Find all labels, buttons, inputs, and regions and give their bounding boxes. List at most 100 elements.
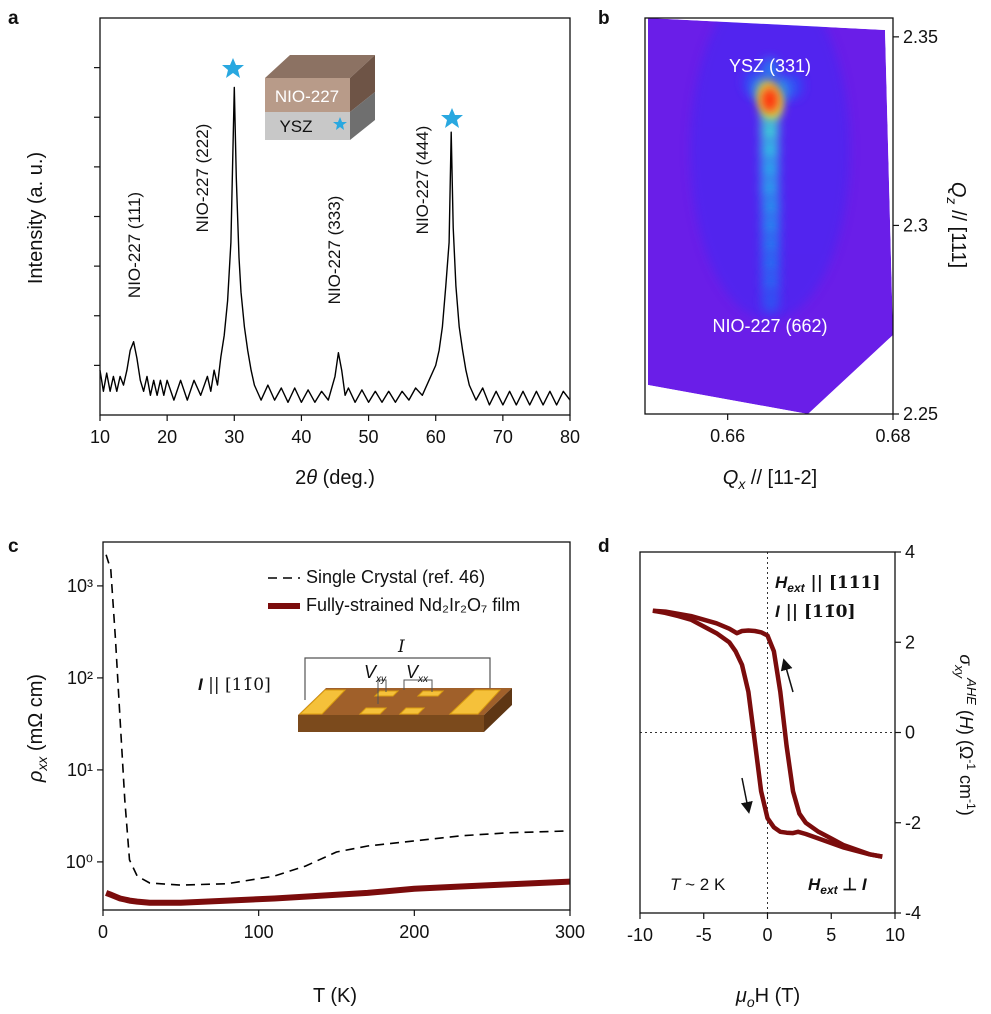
x-tick-label: 30: [224, 427, 244, 447]
annotation: Hext || [111]: [775, 573, 880, 595]
heatmap-spot: [761, 287, 780, 314]
heatmap-spot: [761, 193, 780, 220]
label-part: I: [862, 875, 868, 894]
x-axis-label: Qx // [11-2]: [723, 467, 817, 492]
heatmap-spot: [761, 250, 780, 277]
data-line: [652, 608, 883, 859]
label-part: I: [198, 675, 204, 694]
label-part: || [111]: [805, 573, 881, 593]
y-tick-label: 10⁰: [66, 852, 93, 872]
label-part: -1: [964, 799, 978, 810]
label-part: θ: [306, 467, 317, 489]
label-part: H: [808, 875, 821, 894]
star-marker: [222, 58, 244, 78]
label-part: (: [956, 705, 976, 716]
sweep-arrow: [780, 658, 794, 693]
plot-b: YSZ (331) NIO-227 (662) 0.66 0.682.25 2.3 2.3…: [644, 17, 938, 446]
heatmap-spot: [760, 174, 779, 201]
label-part: z: [944, 196, 960, 204]
label-part: // [11-2]: [745, 467, 817, 489]
heatmap-spot: [760, 57, 779, 84]
annotation: YSZ (331): [729, 56, 811, 76]
star-marker: [441, 108, 463, 128]
label-part: ext: [787, 581, 805, 595]
inset-label: Vxy: [364, 662, 387, 685]
heatmap-spot: [761, 231, 780, 258]
y-tick-label: 2.3: [903, 215, 928, 235]
y-axis-label: Qz // [111]: [944, 182, 969, 268]
peak-label: NIO-227 (222): [193, 124, 212, 233]
label-part: AHE: [964, 677, 979, 705]
plot-a: 10 20 30 40 50 60 70 80: [90, 17, 580, 447]
label-part: ) (Ω: [956, 729, 976, 759]
panel-letter: b: [598, 8, 610, 29]
label-part: x: [737, 476, 746, 492]
heatmap-spot: [761, 212, 780, 239]
data-line: [105, 554, 571, 886]
y-tick-label: 2.35: [903, 27, 938, 47]
label-part: (mΩ cm): [25, 674, 47, 757]
label-part: μ: [735, 985, 747, 1007]
y-tick-label: -4: [905, 903, 921, 923]
x-tick-label: 0.68: [875, 426, 910, 446]
data-line: [105, 878, 571, 906]
inset-label: I: [397, 637, 405, 657]
x-axis-label: μoH (T): [735, 985, 800, 1010]
heatmap-spot: [761, 269, 780, 295]
annotation: I || [11̄0]: [775, 602, 856, 622]
inset-label: NIO-227: [275, 87, 339, 106]
plot-d: -10 -5 0 5 10-4 -2 0 2 4: [627, 542, 921, 945]
x-tick-label: 200: [399, 922, 429, 942]
data-line: [99, 86, 571, 406]
label-part: I: [775, 602, 781, 621]
x-tick-label: -10: [627, 925, 653, 945]
x-tick-label: 0: [98, 922, 108, 942]
label-part: xy: [952, 664, 967, 680]
label-part: T: [670, 875, 682, 894]
peak-label: NIO-227 (444): [413, 126, 432, 235]
plot-frame: [644, 17, 894, 415]
inset-label: Vxx: [406, 662, 429, 685]
sweep-arrow: [740, 777, 753, 814]
inset-label: YSZ: [279, 117, 312, 136]
label-part: H: [775, 573, 788, 592]
legend-label: Fully-strained Nd₂Ir₂O₇ film: [306, 595, 520, 615]
label-part: xx: [34, 756, 50, 772]
y-tick-label: 10²: [67, 668, 93, 688]
x-tick-label: 40: [291, 427, 311, 447]
y-axis-label: ρxx (mΩ cm): [25, 674, 50, 783]
heatmap-spot: [760, 118, 779, 145]
heatmap-spot: [760, 155, 779, 182]
legend-label: Single Crystal (ref. 46): [306, 567, 485, 587]
label-part: xy: [375, 674, 387, 685]
x-tick-label: 10: [885, 925, 905, 945]
y-axis-label: σxyAHE (H) (Ω-1 cm-1): [952, 654, 979, 815]
panel-letter: c: [8, 536, 19, 557]
plot-c: Single Crystal (ref. 46) Fully-strained N…: [66, 541, 585, 942]
label-part: || [11̄0]: [780, 602, 856, 622]
annotation: T ~ 2 K: [670, 875, 726, 894]
x-tick-label: 5: [826, 925, 836, 945]
x-tick-label: 60: [426, 427, 446, 447]
x-tick-label: 50: [359, 427, 379, 447]
y-tick-label: 2.25: [903, 404, 938, 424]
annotation: Hext ⊥ I: [808, 875, 868, 897]
label-part: cm: [956, 770, 976, 799]
label-part: Q: [723, 467, 739, 489]
x-tick-label: 0: [762, 925, 772, 945]
x-tick-label: 300: [555, 922, 585, 942]
x-tick-label: -5: [696, 925, 712, 945]
peak-label: NIO-227 (333): [325, 196, 344, 305]
x-tick-label: 10: [90, 427, 110, 447]
label-part: (deg.): [317, 467, 375, 489]
peak-label: NIO-227 (111): [125, 192, 144, 298]
y-tick-label: 0: [905, 723, 915, 743]
label-part: ~ 2 K: [680, 875, 726, 894]
x-tick-label: 80: [560, 427, 580, 447]
inset-layers: [265, 55, 375, 140]
y-tick-label: 2: [905, 632, 915, 652]
y-tick-label: -2: [905, 813, 921, 833]
x-tick-label: 0.66: [710, 426, 745, 446]
